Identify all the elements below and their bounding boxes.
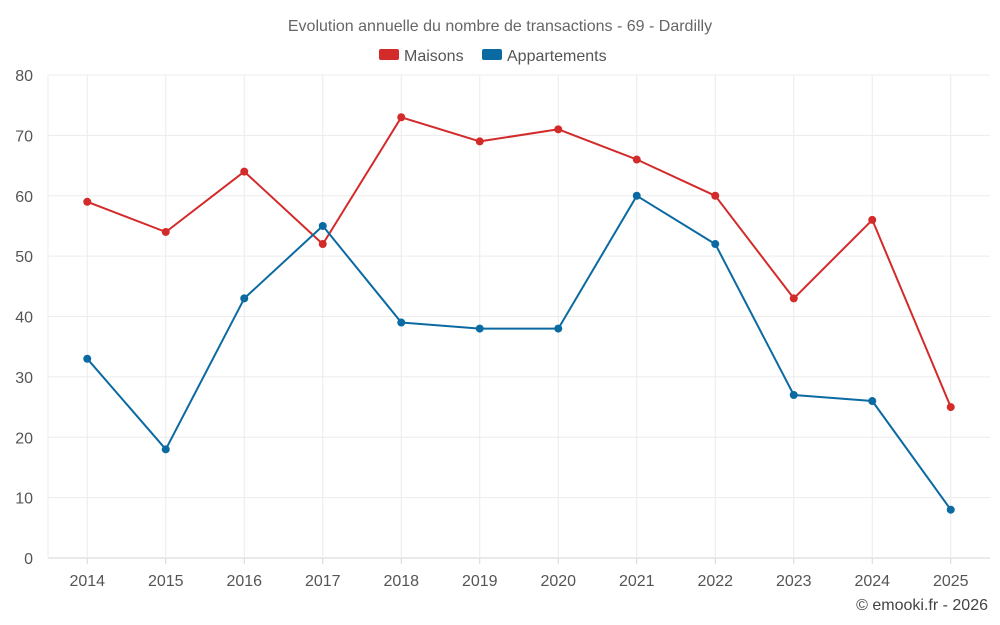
y-tick-label: 80 — [15, 68, 33, 85]
chart-title: Evolution annuelle du nombre de transact… — [288, 18, 712, 35]
series-maisons — [83, 113, 955, 412]
x-tick-label: 2018 — [383, 573, 419, 590]
legend: Maisons Appartements — [379, 48, 607, 65]
data-point-appartements[interactable] — [475, 324, 484, 333]
data-point-appartements[interactable] — [868, 397, 877, 406]
legend-label-maisons[interactable]: Maisons — [404, 48, 464, 65]
data-point-appartements[interactable] — [83, 354, 92, 363]
y-tick-label: 50 — [15, 249, 33, 266]
x-tick-label: 2020 — [540, 573, 576, 590]
data-point-maisons[interactable] — [711, 191, 720, 200]
y-axis-ticks: 0 10 20 30 40 50 60 70 80 — [15, 68, 33, 568]
y-tick-label: 60 — [15, 189, 33, 206]
y-tick-label: 10 — [15, 491, 33, 508]
x-tick-label: 2017 — [305, 573, 341, 590]
series — [83, 113, 955, 514]
data-point-appartements[interactable] — [789, 390, 798, 399]
x-tick-label: 2015 — [148, 573, 184, 590]
legend-swatch-appartements — [482, 49, 502, 60]
y-tick-label: 30 — [15, 370, 33, 387]
data-point-appartements[interactable] — [161, 445, 170, 454]
data-point-maisons[interactable] — [632, 155, 641, 164]
data-point-appartements[interactable] — [318, 221, 327, 230]
data-point-appartements[interactable] — [397, 318, 406, 327]
y-tick-label: 20 — [15, 430, 33, 447]
series-line-maisons — [86, 116, 952, 408]
data-point-maisons[interactable] — [868, 215, 877, 224]
credit-text: © emooki.fr - 2026 — [856, 597, 988, 614]
data-point-maisons[interactable] — [83, 197, 92, 206]
series-line-appartements — [86, 194, 952, 511]
x-tick-label: 2022 — [697, 573, 733, 590]
legend-swatch-maisons — [379, 49, 399, 60]
data-point-appartements[interactable] — [240, 294, 249, 303]
series-appartements — [83, 191, 955, 514]
x-tick-label: 2016 — [226, 573, 262, 590]
x-tick-label: 2014 — [69, 573, 105, 590]
x-tick-label: 2024 — [854, 573, 890, 590]
x-axis-ticks: 2014 2015 2016 2017 2018 2019 2020 2021 2022 2023… — [69, 573, 968, 590]
y-tick-label: 70 — [15, 128, 33, 145]
data-point-maisons[interactable] — [475, 137, 484, 146]
data-point-maisons[interactable] — [161, 227, 170, 236]
x-tick-label: 2025 — [933, 573, 969, 590]
data-point-appartements[interactable] — [632, 191, 641, 200]
x-tick-label: 2023 — [776, 573, 812, 590]
data-point-maisons[interactable] — [946, 403, 955, 412]
data-point-appartements[interactable] — [711, 240, 720, 249]
data-point-maisons[interactable] — [554, 125, 563, 134]
y-tick-label: 40 — [15, 310, 33, 327]
y-tick-label: 0 — [24, 551, 33, 568]
data-point-appartements[interactable] — [946, 505, 955, 514]
data-point-maisons[interactable] — [240, 167, 249, 176]
data-point-maisons[interactable] — [789, 294, 798, 303]
data-point-maisons[interactable] — [397, 113, 406, 122]
x-tick-label: 2019 — [462, 573, 498, 590]
grid — [47, 74, 990, 564]
data-point-maisons[interactable] — [318, 240, 327, 249]
x-tick-label: 2021 — [619, 573, 655, 590]
data-point-appartements[interactable] — [554, 324, 563, 333]
legend-label-appartements[interactable]: Appartements — [507, 48, 607, 65]
